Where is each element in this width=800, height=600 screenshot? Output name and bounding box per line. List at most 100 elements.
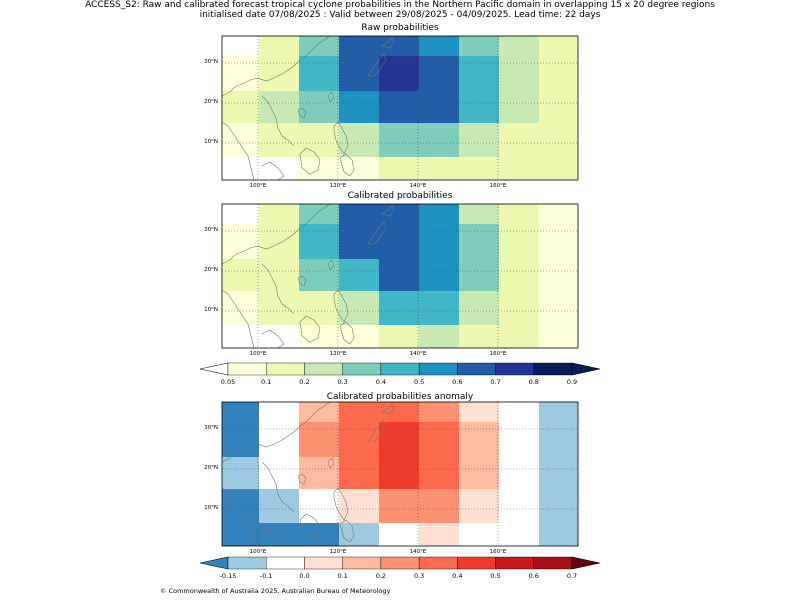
grid-cell xyxy=(499,325,539,348)
grid-cell xyxy=(259,56,299,91)
grid-cell xyxy=(499,523,539,546)
coastline xyxy=(261,95,295,147)
lat-tick-label: 10°N xyxy=(204,505,218,511)
colorbar-tick-label: 0.4 xyxy=(452,572,463,580)
grid-cell xyxy=(499,56,539,91)
colorbar-tick-label: 0.0 xyxy=(299,572,310,580)
grid-cell xyxy=(299,36,339,56)
grid-cell xyxy=(419,291,459,325)
lon-tick-label: 100°E xyxy=(249,549,267,555)
grid-cell xyxy=(539,402,578,422)
grid-cell xyxy=(459,422,499,457)
grid-cell xyxy=(259,36,299,56)
lat-tick-label: 20°N xyxy=(204,267,218,273)
colorbar-tick-label: 0.3 xyxy=(337,378,348,386)
grid-cell xyxy=(339,56,379,91)
grid-cell xyxy=(379,157,419,180)
colorbar-tick-label: 0.2 xyxy=(375,572,387,580)
grid-cell xyxy=(459,157,499,180)
coastline xyxy=(367,221,387,245)
lon-tick-label: 120°E xyxy=(329,183,347,189)
colorbar-tick-label: 0.5 xyxy=(413,378,425,386)
figure-title: ACCESS_S2: Raw and calibrated forecast t… xyxy=(85,0,715,10)
grid-cell xyxy=(459,123,499,157)
colorbar-tick-label: 0.8 xyxy=(528,378,539,386)
grid-cell xyxy=(379,56,419,91)
grid-cell xyxy=(299,422,339,457)
coastline xyxy=(299,315,321,343)
coastline xyxy=(381,205,395,217)
lon-tick-label: 160°E xyxy=(489,549,507,555)
calibrated-probability-map xyxy=(221,203,579,349)
grid-cell xyxy=(499,291,539,325)
grid-cell xyxy=(499,402,539,422)
grid-cell xyxy=(539,56,578,91)
colorbar-tick-label: 0.1 xyxy=(261,378,272,386)
coastline xyxy=(381,37,395,49)
coastline xyxy=(327,259,335,271)
grid-cell xyxy=(222,489,259,523)
grid-cell xyxy=(222,91,259,123)
grid-cell xyxy=(419,204,459,224)
grid-cell xyxy=(379,224,419,259)
coastline xyxy=(333,289,349,323)
colorbar-tick-label: 0.6 xyxy=(528,572,539,580)
grid-cell xyxy=(299,523,339,546)
grid-cell xyxy=(459,91,499,123)
grid-cell xyxy=(379,457,419,489)
grid-cell xyxy=(259,402,299,422)
grid-cell xyxy=(539,325,578,348)
anomaly-colorbar xyxy=(199,556,601,570)
grid-cell xyxy=(259,224,299,259)
grid-cell xyxy=(259,489,299,523)
coastline xyxy=(327,457,335,469)
grid-cell xyxy=(379,259,419,291)
lon-tick-label: 160°E xyxy=(489,351,507,357)
grid-cell xyxy=(339,325,379,348)
grid-cell xyxy=(339,259,379,291)
lat-tick-label: 20°N xyxy=(204,465,218,471)
grid-cell xyxy=(339,224,379,259)
panel-title-anomaly: Calibrated probabilities anomaly xyxy=(326,392,474,402)
colorbar-tick-label: 0.2 xyxy=(299,378,310,386)
grid-cell xyxy=(499,157,539,180)
grid-cell xyxy=(339,36,379,56)
grid-cell xyxy=(259,291,299,325)
colorbar-tick-label: 0.6 xyxy=(452,378,463,386)
grid-cell xyxy=(539,123,578,157)
grid-cell xyxy=(299,157,339,180)
grid-cell xyxy=(339,457,379,489)
grid-cell xyxy=(259,457,299,489)
coastline xyxy=(221,487,255,547)
lon-tick-label: 140°E xyxy=(409,351,427,357)
grid-cell xyxy=(539,91,578,123)
grid-cell xyxy=(299,259,339,291)
grid-cell xyxy=(539,422,578,457)
map-frame xyxy=(221,203,579,349)
grid-cell xyxy=(459,56,499,91)
grid-cell xyxy=(299,204,339,224)
copyright-footer: © Commonwealth of Australia 2025, Austra… xyxy=(160,587,391,595)
grid-cell xyxy=(379,123,419,157)
grid-cell xyxy=(299,224,339,259)
grid-cell xyxy=(419,36,459,56)
coastline xyxy=(261,263,295,315)
colorbar-extend-high xyxy=(571,362,601,376)
coastline xyxy=(333,487,349,521)
grid-cell xyxy=(419,56,459,91)
coastline xyxy=(297,275,307,287)
grid-cell xyxy=(299,91,339,123)
grid-cell xyxy=(222,259,259,291)
grid-cell xyxy=(339,157,379,180)
grid-cell xyxy=(459,457,499,489)
coastline xyxy=(261,161,285,181)
grid-cell xyxy=(379,422,419,457)
anomaly-map xyxy=(221,401,579,547)
colorbar-tick-label: 0.5 xyxy=(490,572,501,580)
grid-cell xyxy=(499,91,539,123)
grid-cell xyxy=(459,36,499,56)
grid-cell xyxy=(419,489,459,523)
grid-cell xyxy=(499,204,539,224)
grid-cell xyxy=(419,325,459,348)
lon-tick-label: 160°E xyxy=(489,183,507,189)
